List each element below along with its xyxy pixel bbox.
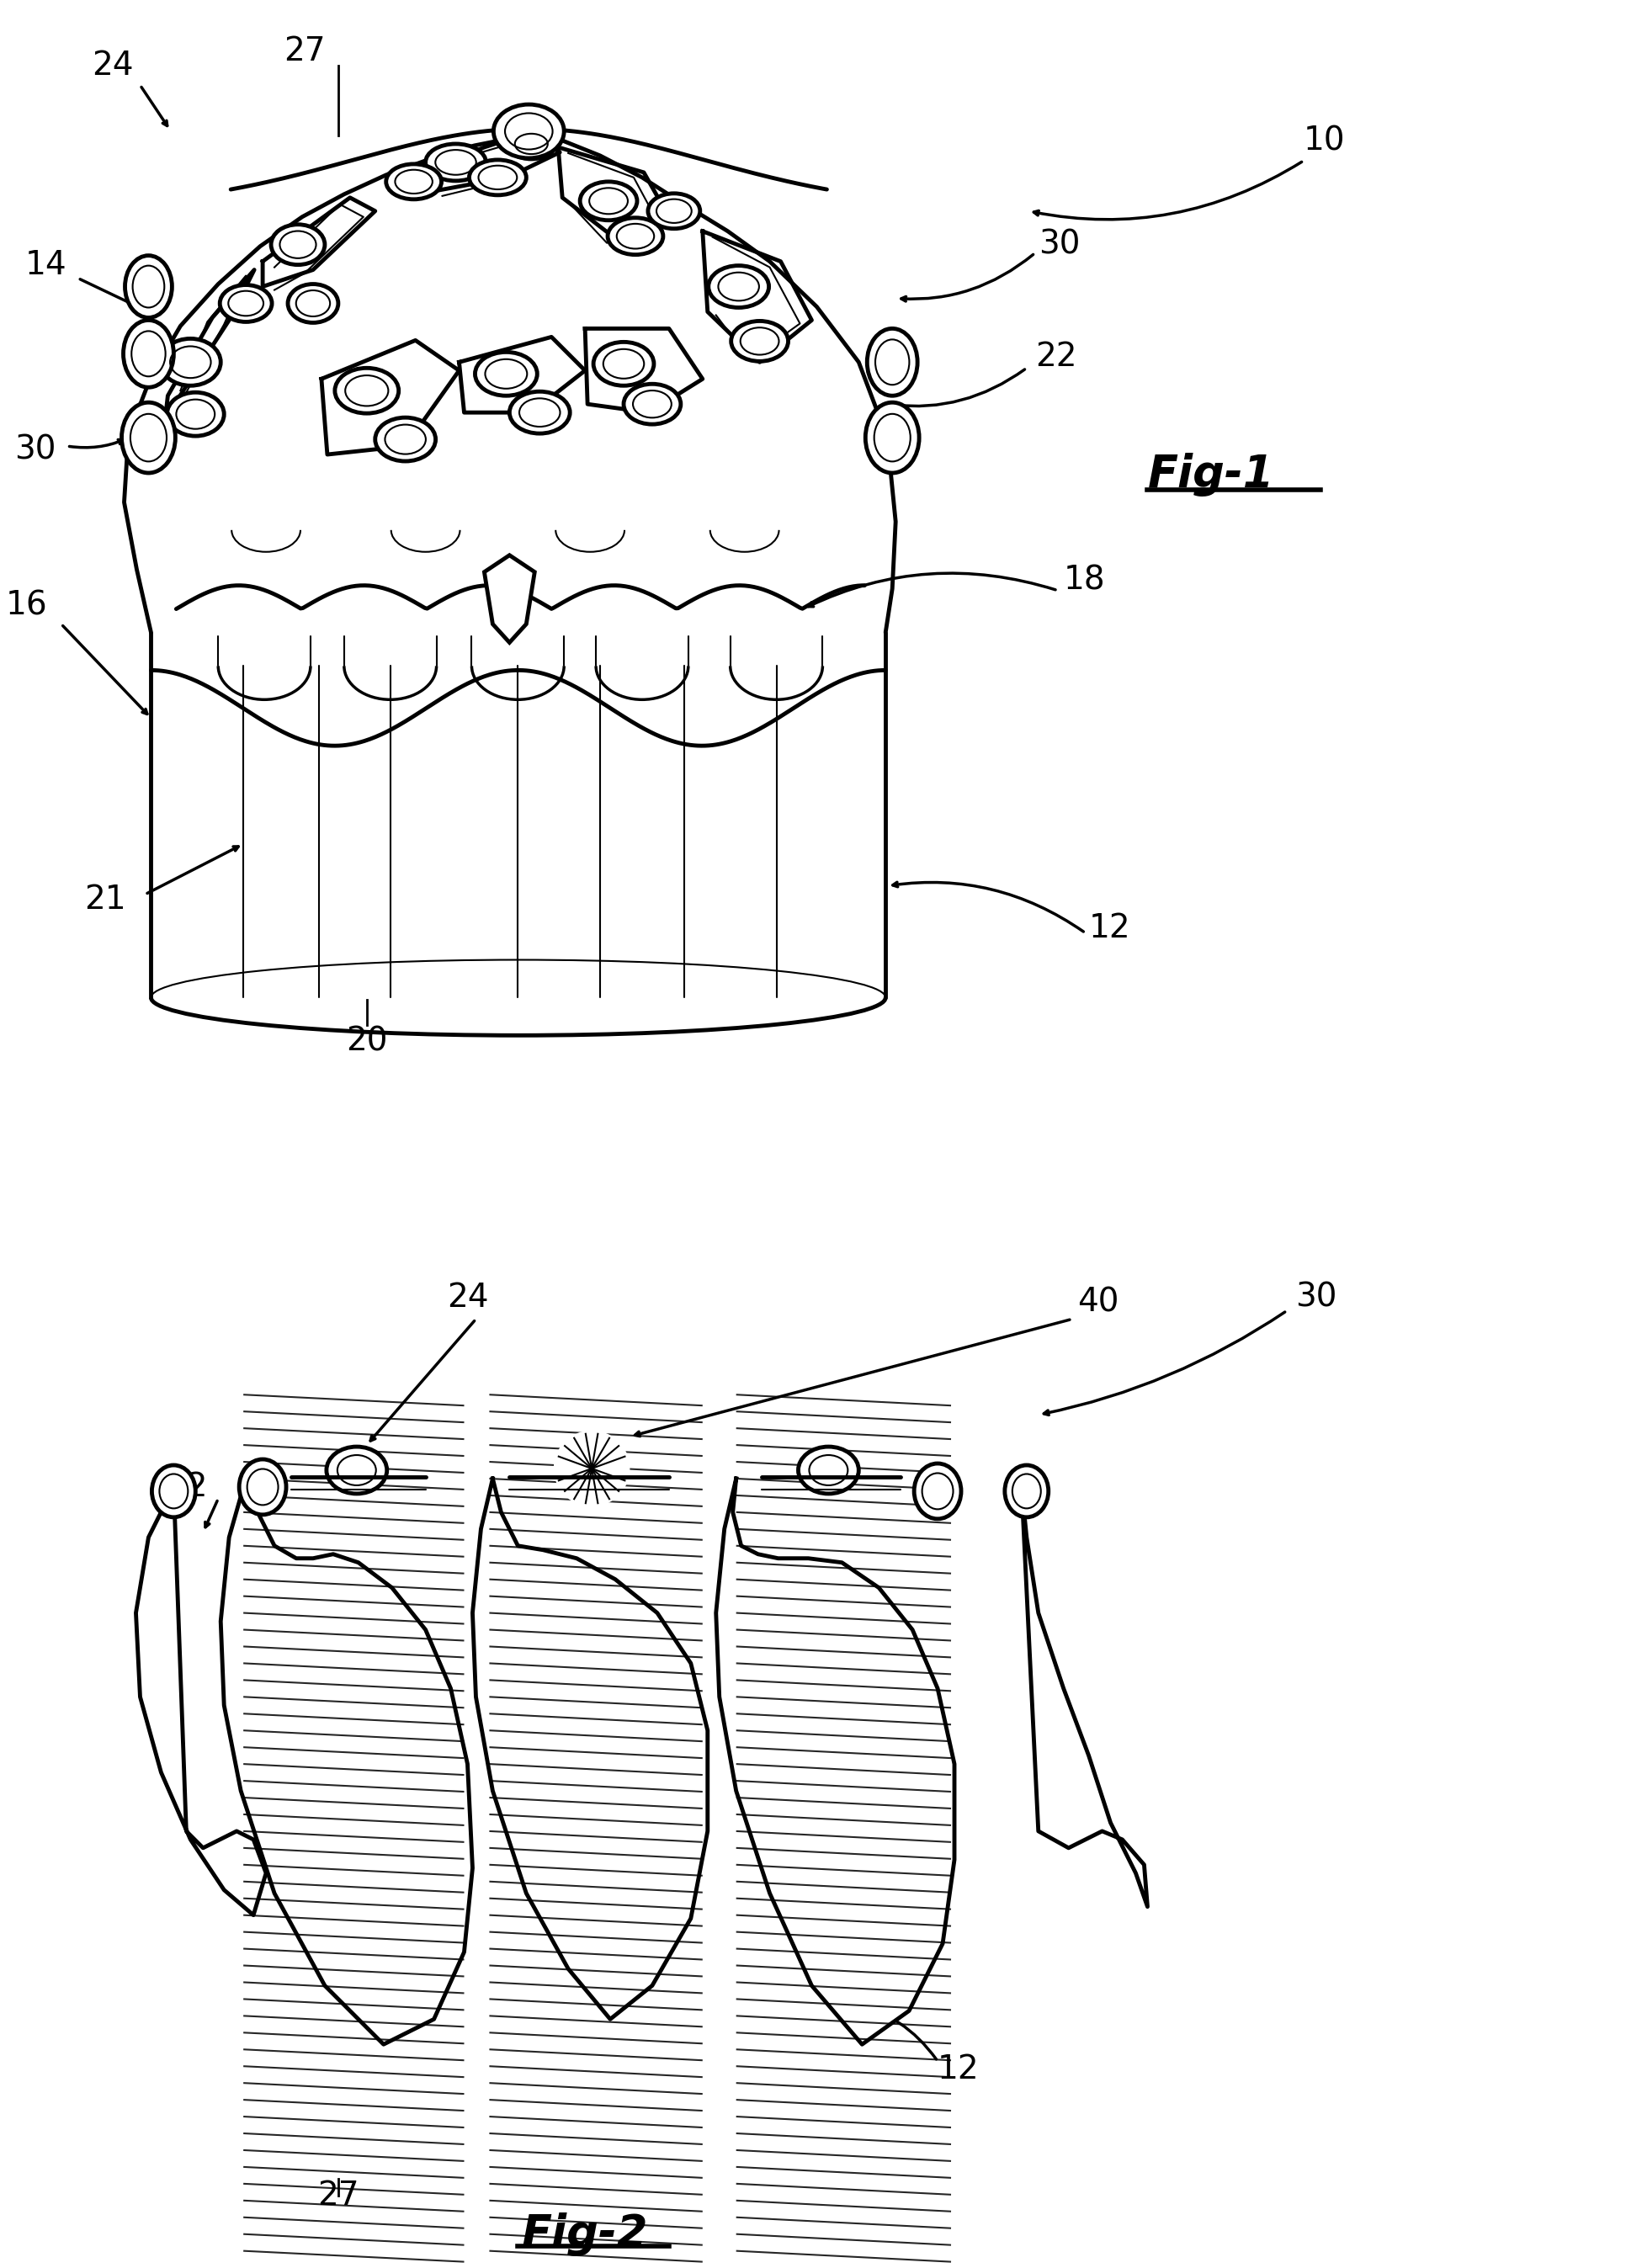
Text: 21: 21 xyxy=(85,885,125,916)
Polygon shape xyxy=(715,1479,954,2043)
Text: 30: 30 xyxy=(1037,229,1080,261)
Ellipse shape xyxy=(593,342,654,386)
Ellipse shape xyxy=(220,286,272,322)
Text: 26: 26 xyxy=(275,1740,315,1771)
Text: Fig-2: Fig-2 xyxy=(522,2211,649,2257)
Ellipse shape xyxy=(1005,1465,1047,1517)
Text: 22: 22 xyxy=(1034,340,1076,374)
Ellipse shape xyxy=(798,1447,859,1495)
Text: 24: 24 xyxy=(93,50,133,82)
Text: 40: 40 xyxy=(1076,1286,1119,1318)
Text: 27: 27 xyxy=(283,36,325,68)
Ellipse shape xyxy=(468,159,525,195)
Text: 20: 20 xyxy=(346,1025,387,1057)
Text: 30: 30 xyxy=(15,433,57,465)
Ellipse shape xyxy=(507,129,556,159)
Ellipse shape xyxy=(865,401,919,474)
Text: 27: 27 xyxy=(317,2180,359,2211)
Polygon shape xyxy=(472,1479,707,2019)
Ellipse shape xyxy=(288,284,338,322)
Ellipse shape xyxy=(161,338,221,386)
Polygon shape xyxy=(485,556,535,642)
Ellipse shape xyxy=(239,1458,286,1515)
Ellipse shape xyxy=(730,322,787,361)
Ellipse shape xyxy=(327,1447,387,1495)
Ellipse shape xyxy=(623,383,680,424)
Ellipse shape xyxy=(580,181,637,220)
Polygon shape xyxy=(137,1488,267,1914)
Text: 10: 10 xyxy=(1302,125,1345,156)
Ellipse shape xyxy=(385,163,441,200)
Text: 14: 14 xyxy=(26,249,67,281)
Ellipse shape xyxy=(647,193,699,229)
Ellipse shape xyxy=(509,392,569,433)
Ellipse shape xyxy=(272,225,325,265)
Ellipse shape xyxy=(707,265,769,308)
Text: 12: 12 xyxy=(1088,912,1130,943)
Ellipse shape xyxy=(867,329,917,395)
Ellipse shape xyxy=(124,320,174,388)
Ellipse shape xyxy=(608,218,663,254)
Ellipse shape xyxy=(125,256,172,318)
Ellipse shape xyxy=(426,143,486,181)
Polygon shape xyxy=(1021,1488,1146,1907)
Ellipse shape xyxy=(151,1465,195,1517)
Text: Fig-1: Fig-1 xyxy=(1146,454,1273,497)
Text: 24: 24 xyxy=(447,1281,488,1313)
Text: 12: 12 xyxy=(937,2053,979,2087)
Ellipse shape xyxy=(122,401,176,474)
Ellipse shape xyxy=(914,1463,961,1520)
Ellipse shape xyxy=(475,352,537,395)
Circle shape xyxy=(556,1433,628,1504)
Text: 16: 16 xyxy=(7,590,47,621)
Polygon shape xyxy=(221,1479,472,2043)
Ellipse shape xyxy=(167,392,224,435)
Text: 30: 30 xyxy=(1294,1281,1337,1313)
Ellipse shape xyxy=(493,104,564,159)
Ellipse shape xyxy=(376,417,436,460)
Text: 18: 18 xyxy=(1063,565,1104,596)
Ellipse shape xyxy=(335,367,398,413)
Text: 22: 22 xyxy=(166,1472,207,1504)
